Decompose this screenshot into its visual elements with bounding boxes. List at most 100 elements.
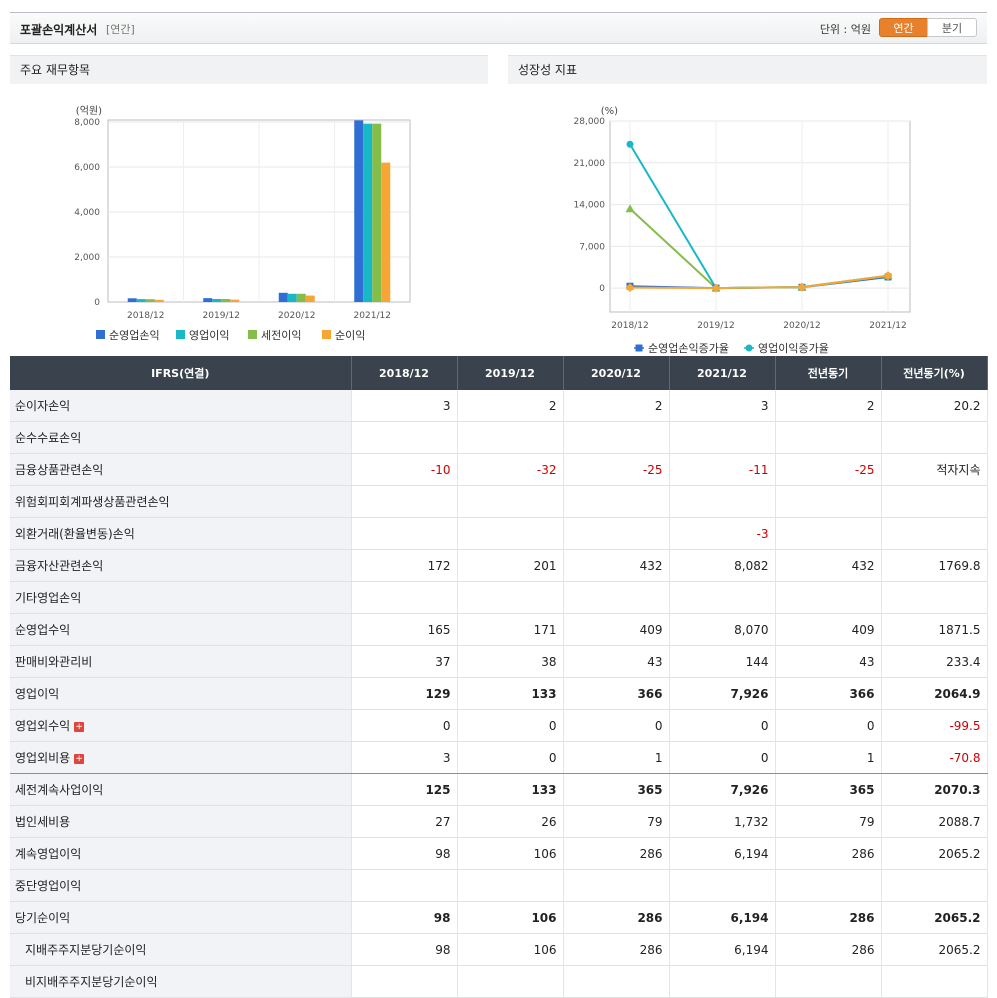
row-label-text: 금융자산관련손익 (15, 559, 104, 573)
y-tick-label: 21,000 (574, 159, 606, 169)
table-cell (457, 581, 564, 614)
table-cell (351, 581, 458, 614)
row-label: 금융자산관련손익 (10, 549, 352, 582)
statement-header: 포괄손익계산서 [연간] 단위 : 억원 연간 분기 (10, 12, 987, 44)
table-cell: 1 (775, 741, 882, 774)
row-label-text: 당기순이익 (15, 911, 71, 925)
statement-title: 포괄손익계산서 (20, 23, 98, 37)
row-label: 순이자손익 (10, 390, 352, 422)
series-line (629, 274, 889, 290)
bar (363, 123, 373, 302)
table-cell: 106 (457, 901, 564, 934)
bar (127, 298, 137, 302)
plot-area (609, 120, 911, 313)
y-axis-label: (%) (601, 106, 618, 117)
table-cell: 8,082 (669, 549, 776, 582)
table-cell: 8,070 (669, 613, 776, 646)
table-cell (457, 517, 564, 550)
table-cell: 26 (457, 805, 564, 838)
table-cell: 286 (563, 933, 670, 966)
column-header-period: 2019/12 (457, 356, 564, 390)
table-cell: 2065.2 (881, 901, 988, 934)
table-cell: 0 (457, 741, 564, 774)
table-cell: 43 (775, 645, 882, 678)
row-label: 중단영업이익 (10, 869, 352, 902)
data-point (625, 283, 635, 293)
table-cell (669, 869, 776, 902)
table-cell (351, 869, 458, 902)
growth-line-chart: (%) 0 7,000 14,000 21,000 28,000 2018/12 2019/1… (574, 106, 911, 370)
table-cell (881, 517, 988, 550)
table-row: 영업외비용 +3 0 1 0 1 -70.8 (10, 741, 988, 774)
table-cell (351, 517, 458, 550)
row-label: 계속영업이익 (10, 837, 352, 870)
row-label: 비지배주주지분당기순이익 (10, 965, 352, 998)
legend-label: 순이익 (335, 329, 365, 342)
table-cell (563, 581, 670, 614)
table-cell: -70.8 (881, 741, 988, 774)
table-cell: 2 (563, 390, 670, 422)
table-cell: 366 (775, 677, 882, 710)
legend-swatch (96, 330, 105, 339)
legend-label: 순영업손익 (109, 329, 160, 342)
table-cell: 366 (563, 677, 670, 710)
table-cell (775, 421, 882, 454)
table-cell: 2 (775, 390, 882, 422)
income-statement-table: IFRS(연결) 2018/12 2019/12 2020/12 2021/12 전년동기… (10, 356, 988, 998)
table-row: 순수수료손익 (10, 421, 988, 454)
table-cell (775, 965, 882, 998)
table-cell: 165 (351, 613, 458, 646)
row-label-text: 세전계속사업이익 (15, 783, 104, 797)
x-tick-label: 2018/12 (127, 311, 164, 321)
table-cell: -32 (457, 453, 564, 486)
bar (372, 123, 382, 302)
table-cell: 0 (775, 709, 882, 742)
y-tick-label: 6,000 (74, 163, 100, 173)
row-label: 외환거래(환율변동)손익 (10, 517, 352, 550)
table-cell (457, 965, 564, 998)
table-row: 금융상품관련손익 -10 -32 -25 -11 -25 적자지속 (10, 453, 988, 486)
table-row: 지배주주지분당기순이익 98 106 286 6,194 286 2065.2 (10, 933, 988, 966)
table-cell: 적자지속 (881, 453, 988, 486)
row-label: 지배주주지분당기순이익 (10, 933, 352, 966)
table-cell: -10 (351, 453, 458, 486)
table-cell: 0 (351, 709, 458, 742)
row-label-text: 기타영업손익 (15, 591, 82, 605)
table-cell: 6,194 (669, 901, 776, 934)
table-cell (881, 421, 988, 454)
table-cell: 432 (563, 549, 670, 582)
table-cell: 409 (775, 613, 882, 646)
table-cell: 233.4 (881, 645, 988, 678)
x-tick-label: 2020/12 (783, 321, 820, 331)
legend-label: 영업이익 (189, 329, 229, 342)
table-header-row: IFRS(연결) 2018/12 2019/12 2020/12 2021/12 전년동기… (10, 356, 988, 390)
x-tick-label: 2021/12 (354, 311, 391, 321)
annual-toggle-button[interactable]: 연간 (879, 18, 928, 37)
table-cell: 2065.2 (881, 837, 988, 870)
table-cell: 37 (351, 645, 458, 678)
table-cell: 1769.8 (881, 549, 988, 582)
table-cell (563, 965, 670, 998)
expand-icon[interactable]: + (74, 754, 85, 764)
table-row: 영업이익 129 133 366 7,926 366 2064.9 (10, 677, 988, 710)
table-cell: 38 (457, 645, 564, 678)
data-point (797, 282, 807, 292)
table-cell: 286 (563, 901, 670, 934)
quarter-toggle-button[interactable]: 분기 (927, 18, 977, 37)
row-label-text: 순영업수익 (15, 623, 71, 637)
table-cell: 3 (351, 390, 458, 422)
row-label-text: 외환거래(환율변동)손익 (15, 527, 135, 541)
data-point (626, 140, 634, 148)
table-cell (669, 581, 776, 614)
table-row: 외환거래(환율변동)손익 -3 (10, 517, 988, 550)
row-label-text: 영업외수익 (15, 719, 71, 733)
table-cell (351, 421, 458, 454)
legend-marker (635, 344, 643, 352)
y-tick-label: 7,000 (579, 242, 605, 252)
table-cell: 2088.7 (881, 805, 988, 838)
y-tick-label: 0 (94, 298, 100, 308)
table-cell: 106 (457, 837, 564, 870)
row-label: 영업외비용 + (10, 741, 352, 774)
table-row: 세전계속사업이익 125 133 365 7,926 365 2070.3 (10, 773, 988, 806)
expand-icon[interactable]: + (74, 722, 85, 732)
